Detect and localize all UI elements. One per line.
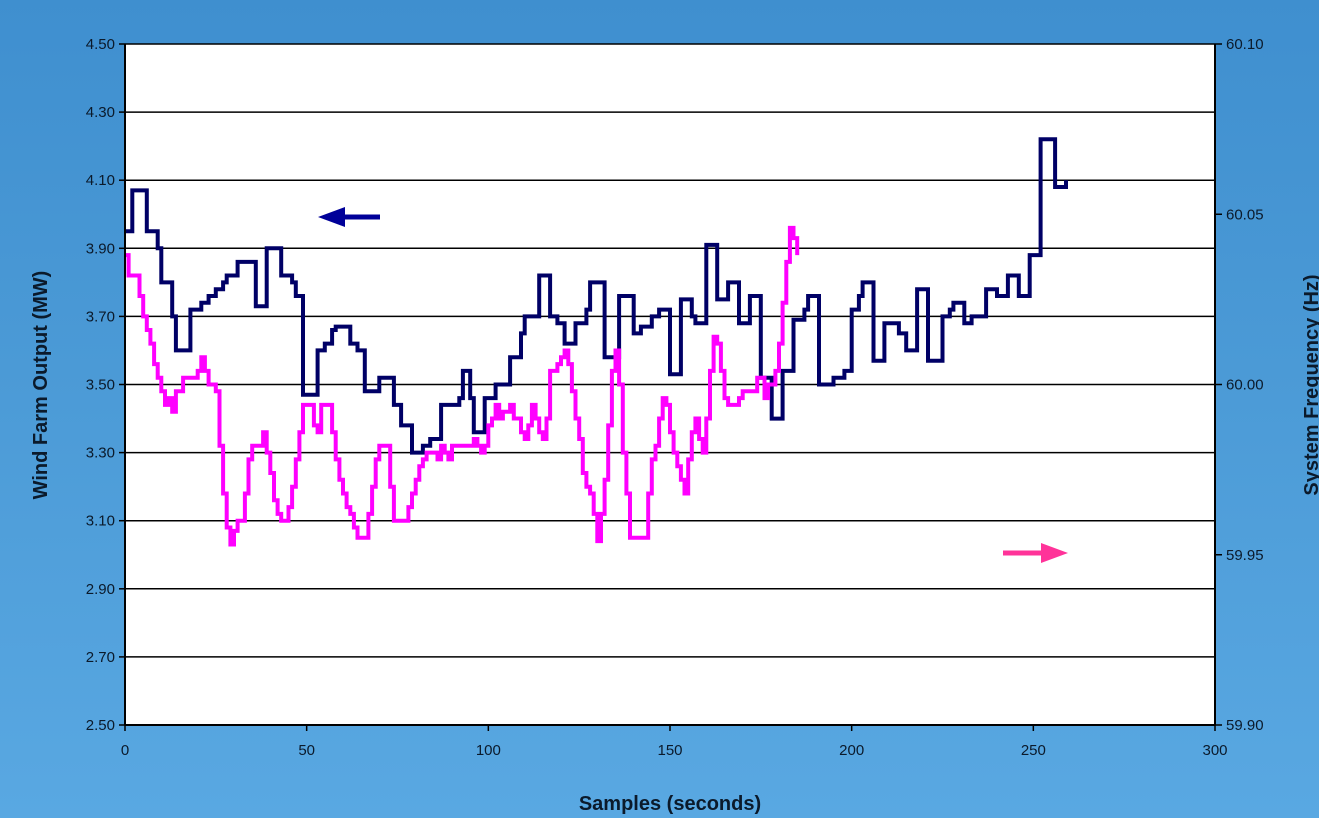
y-tick-label: 4.10 <box>86 172 115 189</box>
y-axis-title: Wind Farm Output (MW) <box>30 271 52 500</box>
y-tick-label: 4.50 <box>86 36 115 53</box>
axes <box>119 43 1222 731</box>
y-tick-label: 2.90 <box>86 581 115 598</box>
y2-axis-title: System Frequency (Hz) <box>1301 274 1319 495</box>
y-tick-label: 3.70 <box>86 308 115 325</box>
tick-labels: 2.50 2.70 2.90 3.10 3.30 3.50 3.70 3.90 4.10 4.30… <box>86 36 1264 759</box>
gridlines <box>125 43 1215 726</box>
right-axis-arrow-icon <box>1041 543 1068 563</box>
x-tick-label: 300 <box>1202 742 1227 759</box>
y-tick-label: 2.50 <box>86 717 115 734</box>
x-tick-label: 0 <box>121 742 129 759</box>
y2-tick-label: 60.00 <box>1226 377 1264 394</box>
left-axis-arrow-icon <box>318 207 345 227</box>
y-tick-label: 4.30 <box>86 104 115 121</box>
x-tick-label: 100 <box>476 742 501 759</box>
y2-tick-label: 60.05 <box>1226 206 1264 223</box>
x-tick-label: 50 <box>298 742 315 759</box>
y-tick-label: 2.70 <box>86 649 115 666</box>
series-layer <box>125 137 1068 547</box>
y-tick-label: 3.30 <box>86 445 115 462</box>
y2-tick-label: 60.10 <box>1226 36 1264 53</box>
series-line-wind <box>125 137 1068 455</box>
x-tick-label: 150 <box>657 742 682 759</box>
y2-tick-label: 59.95 <box>1226 547 1264 564</box>
series-line-frequency <box>125 225 800 547</box>
x-tick-label: 200 <box>839 742 864 759</box>
y-tick-label: 3.10 <box>86 513 115 530</box>
x-axis-title: Samples (seconds) <box>579 793 761 815</box>
y-tick-label: 3.90 <box>86 240 115 257</box>
x-tick-label: 250 <box>1021 742 1046 759</box>
y2-tick-label: 59.90 <box>1226 717 1264 734</box>
axis-indicator-arrows <box>318 207 1068 563</box>
y-tick-label: 3.50 <box>86 377 115 394</box>
